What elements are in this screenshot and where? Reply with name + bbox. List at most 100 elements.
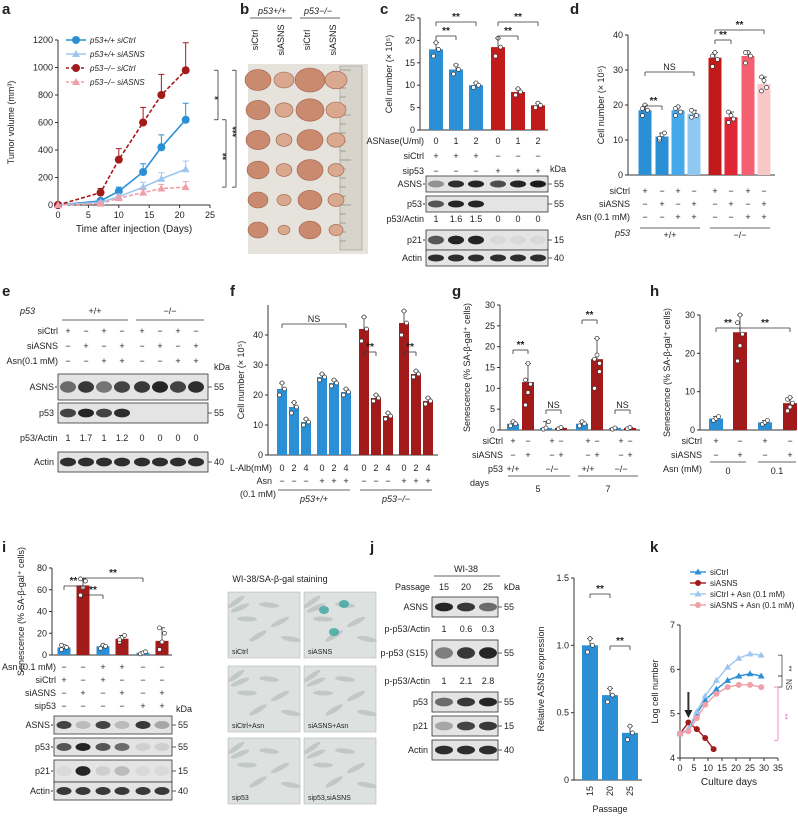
panel-e-row-label: siCtrl [38,326,59,336]
panel-k-x-tick-label: 15 [717,763,727,773]
panel-e-ratio-value: 1 [65,433,70,443]
panel-f-bar [277,389,287,455]
panel-e-band [96,457,112,467]
panel-b-tumor-image [326,132,346,148]
panel-g-row-label: siCtrl [483,436,504,446]
panel-f-row-value: 0 [319,463,324,473]
panel-j-data-point [605,699,610,705]
panel-e-band [152,381,168,393]
panel-d-row-value: − [659,212,664,222]
panel-d-row-value: + [691,212,696,222]
panel-d-bar [757,84,771,175]
panel-d-data-point [662,130,667,136]
panel-b-tumor-image [246,160,270,180]
panel-d-bar [687,113,701,175]
panel-f-row-value: 0 [361,463,366,473]
panel-c-bar [491,47,505,131]
panel-a-y-tick-label: 0 [48,200,53,210]
panel-g-data-point [513,421,518,427]
panel-d-row-value: − [728,186,733,196]
panel-c-band [510,235,526,245]
panel-f-bar [341,392,351,455]
panel-j-pp53-ratio-value: 1 [441,624,446,634]
panel-f-data-point [388,413,393,419]
panel-f-data-point [423,401,428,407]
panel-f-data-point [399,332,404,338]
panel-i-mw-label: 40 [178,786,188,796]
panel-f-data-point [428,398,433,404]
panel-e-mw-label: 40 [214,457,224,467]
panel-g-data-point [612,425,618,431]
panel-c-bar [531,105,545,130]
panel-d-data-point [715,57,720,62]
panel-b-tumor-image [324,70,348,90]
panel-f-data-point [376,395,381,401]
panel-k-marker [746,670,754,677]
panel-k-marker [702,735,709,742]
panel-c-band [530,254,546,262]
panel-j-band [435,721,453,731]
panel-g-y-tick-label: 10 [485,383,495,393]
panel-k-sig-label: ** [780,714,789,720]
panel-a-legend-marker [72,78,80,85]
panel-j-band [435,602,453,612]
panel-g-sig-label: ** [586,310,594,321]
panel-i-cell-shape [227,741,245,755]
panel-f-row-value: + [319,476,324,486]
panel-d-row-value: − [712,212,717,222]
panel-i-cell-shape [249,776,267,788]
panel-g-data-point [592,356,597,362]
panel-c-blot-frame [425,229,549,251]
panel-d-sig-label: ** [650,96,658,107]
panel-a-legend-marker [72,36,80,44]
panel-i-cell-shape [259,602,279,608]
panel-j-data-point [587,636,593,641]
panel-label-a: a [2,1,11,18]
panel-b-column-label: siASNS [276,24,286,55]
panel-g-row-label: siASNS [472,450,503,460]
panel-d-row-value: + [691,199,696,209]
panel-d-row-value: + [659,199,664,209]
panel-g-data-point [577,423,582,429]
panel-b-tumor-image [275,133,293,147]
panel-j-passage-value: 15 [439,582,449,592]
panel-f-bar [399,323,409,455]
panel-b-column-label: siCtrl [302,30,312,51]
panel-a-marker [96,199,105,207]
panel-a-y-tick-label: 1200 [33,35,53,45]
panel-i-data-point [103,643,108,649]
panel-g-y-tick-label: 30 [485,300,495,310]
panel-h-asn-value: 0 [725,466,730,476]
panel-b-tumor-image [328,224,344,236]
panel-h-data-point [735,358,740,364]
panel-j-mw-label: 15 [504,721,514,731]
panel-g-row-value: + [585,436,590,446]
panel-e-blot-label: Actin [34,457,54,467]
panel-c-row-value: 1 [453,136,458,146]
panel-j-band [435,647,453,659]
panel-d-row-value: + [761,212,766,222]
panel-d-row-value: − [691,186,696,196]
panel-d-data-point [689,114,694,120]
panel-a-series-line [57,168,186,206]
panel-i-cell-shape [259,676,279,682]
panel-i-row-value: − [80,675,85,685]
panel-g-data-point [543,425,549,431]
panel-e-blot-label: p53 [39,408,54,418]
panel-c-band [428,200,444,208]
panel-i-mw-label: 55 [178,720,188,730]
panel-c-mw-label: 15 [554,235,564,245]
panel-k-x-tick-label: 0 [677,763,682,773]
panel-g-sig-label: NS [547,400,560,410]
panel-k-marker [693,707,701,714]
panel-g-bar [522,382,534,430]
panel-e-row-value: + [119,356,124,366]
panel-i-row-value: − [140,675,145,685]
panel-f-data-point [359,338,364,344]
panel-f-row-value: − [385,476,390,486]
panel-a-y-axis-label: Tumor volume (mm³) [6,81,16,165]
panel-a-series-line [57,69,187,206]
panel-k-x-tick-label: 25 [745,763,755,773]
panel-b-tumor-image [296,129,324,151]
